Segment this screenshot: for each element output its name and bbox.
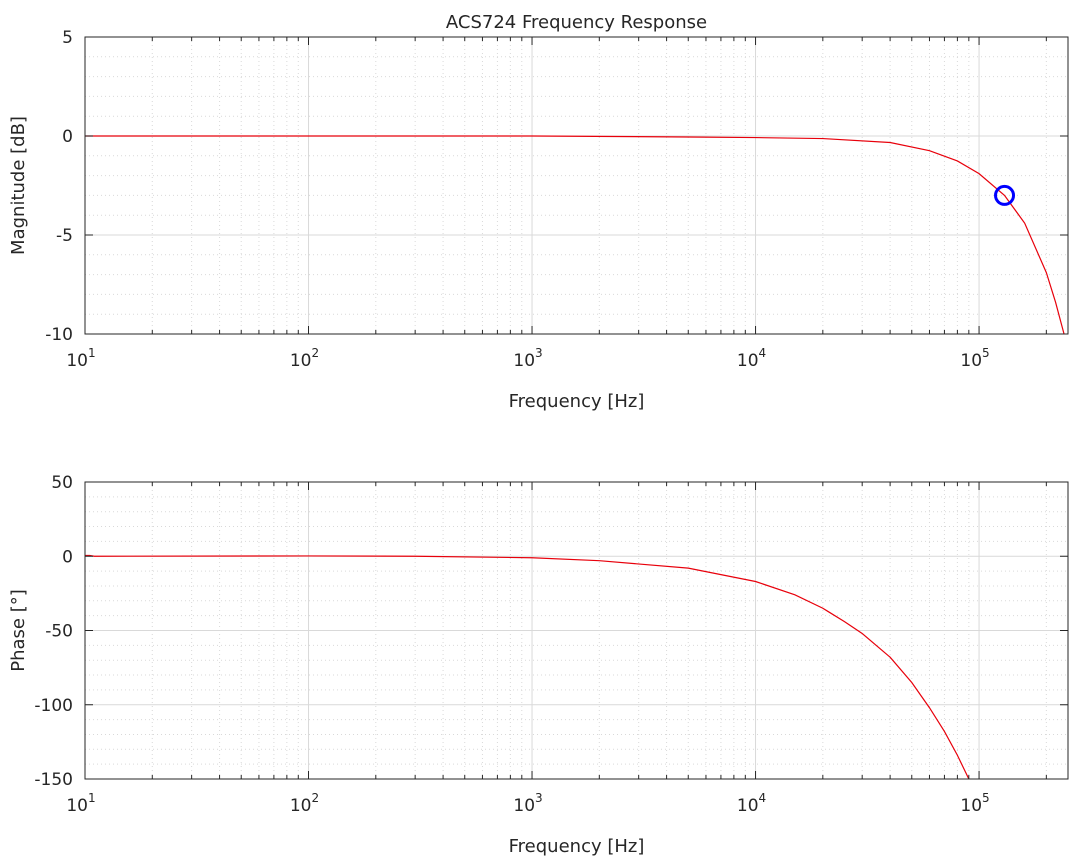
x-tick-label: 103 [513,346,542,371]
x-tick-label-exponent: 5 [982,791,990,805]
x-tick-label: 102 [290,346,319,371]
cutoff-marker [994,184,1016,206]
y-tick-label: -100 [34,696,73,716]
y-tick-label: 0 [62,547,73,567]
phase-grid [84,481,1068,780]
x-tick-label-exponent: 1 [88,346,96,360]
x-tick-label-base: 10 [66,351,88,371]
x-tick-label-base: 10 [66,796,88,816]
x-tick-label: 105 [960,346,989,371]
x-tick-label-exponent: 3 [535,346,543,360]
y-tick-label: 0 [62,127,73,147]
phase-x-axis-label: Frequency [Hz] [509,836,645,857]
y-tick-label: 5 [62,28,73,48]
magnitude-grid [84,36,1068,335]
x-tick-label-exponent: 2 [312,346,320,360]
x-tick-label-exponent: 3 [535,791,543,805]
y-tick-label: -150 [34,770,73,790]
x-tick-label: 101 [66,346,95,371]
x-tick-label-exponent: 2 [312,791,320,805]
phase-y-axis-label: Phase [°] [8,589,29,672]
magnitude-y-axis-label: Magnitude [dB] [8,116,29,255]
series-line [85,554,970,780]
phase-plot-area [85,554,970,780]
axes-frame [84,481,1069,780]
series-line [85,135,1065,335]
x-tick-label-exponent: 4 [759,346,767,360]
x-tick-label: 104 [737,346,766,371]
magnitude-plot-area [85,135,1065,335]
plot-background [85,37,1068,334]
x-tick-label-base: 10 [960,351,982,371]
x-tick-label: 104 [737,791,766,816]
axes-frame [84,36,1069,335]
x-tick-label-exponent: 4 [759,791,767,805]
y-tick-label: -50 [45,622,73,642]
x-tick-label-exponent: 5 [982,346,990,360]
x-tick-label-base: 10 [737,351,759,371]
magnitude-x-axis-label: Frequency [Hz] [509,391,645,412]
x-tick-label: 105 [960,791,989,816]
y-tick-label: -10 [45,325,73,345]
x-tick-label-base: 10 [737,796,759,816]
x-tick-label-base: 10 [290,351,312,371]
x-tick-label: 101 [66,791,95,816]
x-tick-label: 103 [513,791,542,816]
x-tick-label-base: 10 [513,351,535,371]
chart-title: ACS724 Frequency Response [446,12,707,33]
x-tick-label: 102 [290,791,319,816]
x-tick-label-exponent: 1 [88,791,96,805]
x-tick-label-base: 10 [513,796,535,816]
x-tick-label-base: 10 [960,796,982,816]
magnitude-panel: ACS724 Frequency Response 101 102 103 104 10… [8,12,1069,412]
x-tick-label-base: 10 [290,796,312,816]
y-tick-label: 50 [51,473,73,493]
y-tick-label: -5 [56,226,73,246]
